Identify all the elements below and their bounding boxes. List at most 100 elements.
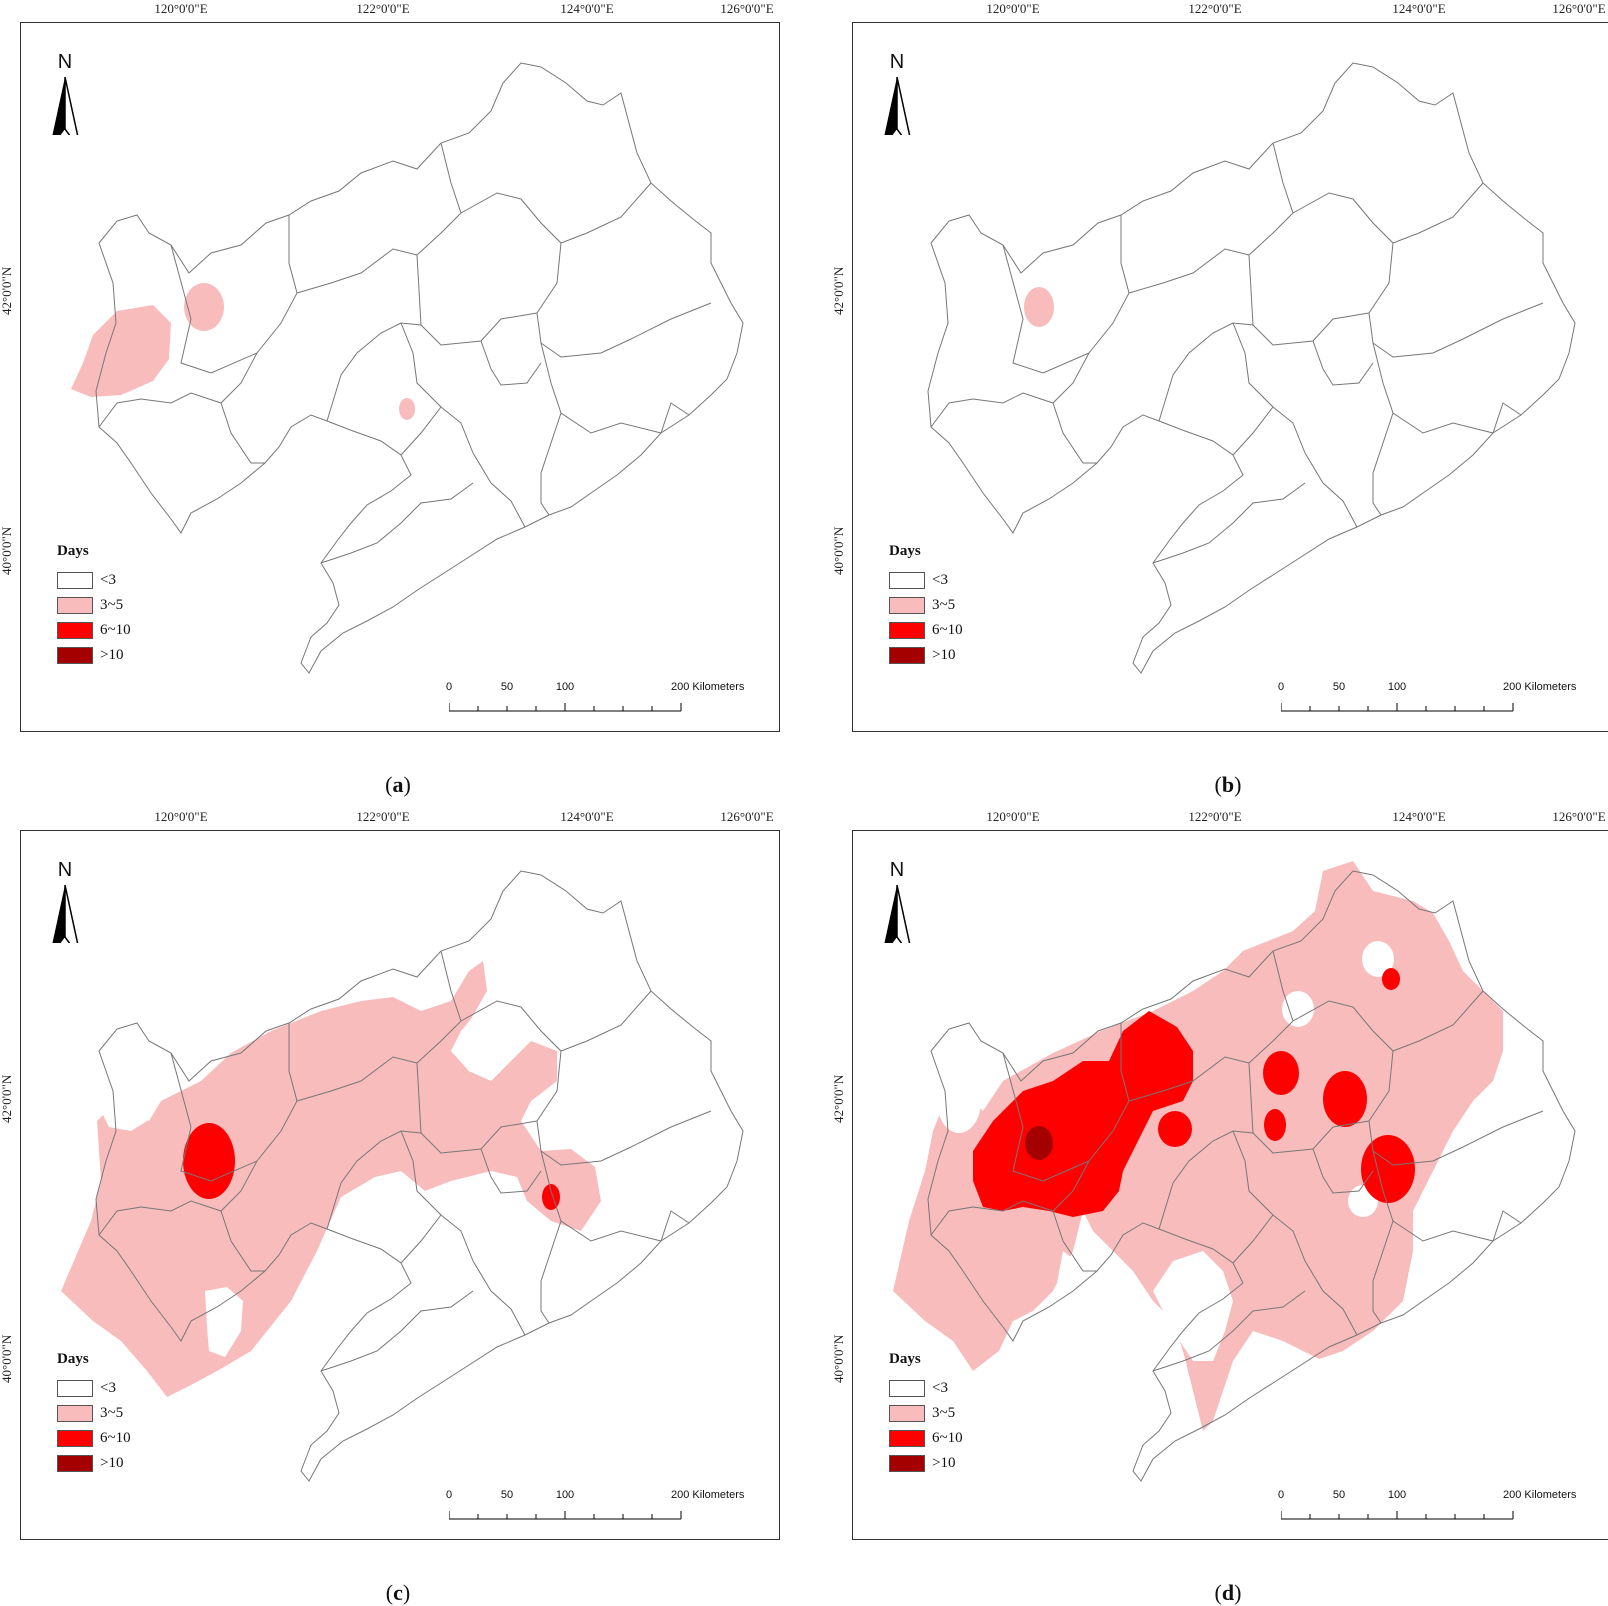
legend-label: >10 xyxy=(100,647,124,663)
legend-title: Days xyxy=(57,1351,89,1367)
longitude-label: 120°0'0"E xyxy=(154,1,208,16)
district-boundary xyxy=(400,406,442,456)
hazard-zone xyxy=(1263,1051,1299,1095)
north-letter: N xyxy=(889,859,905,881)
district-boundary xyxy=(440,950,462,1022)
longitude-label: 122°0'0"E xyxy=(1188,1,1242,16)
district-boundary xyxy=(326,1130,422,1230)
legend-item: <3 xyxy=(889,1376,1029,1401)
district-boundary xyxy=(1002,244,1090,374)
longitude-label: 126°0'0"E xyxy=(720,1,774,16)
hazard-zone xyxy=(1057,1251,1093,1305)
legend-item: >10 xyxy=(57,643,197,668)
latitude-label: 40°0'0"N xyxy=(0,1334,14,1383)
legend-swatch xyxy=(57,1455,93,1472)
scale-ruler xyxy=(449,1511,682,1520)
caption-letter: b xyxy=(1221,772,1235,797)
legend-item: 3~5 xyxy=(57,593,197,618)
scale-bar: 0 50 100 200 Kilometers xyxy=(446,681,759,721)
district-boundary xyxy=(1158,1130,1254,1230)
north-arrow-icon xyxy=(52,76,79,135)
district-boundary xyxy=(930,1160,1090,1236)
north-arrow: N xyxy=(877,859,917,943)
scale-bar: 0 50 100 200 Kilometers xyxy=(446,1489,759,1529)
caption-close: ) xyxy=(1234,1580,1242,1605)
longitude-label: 122°0'0"E xyxy=(1188,809,1242,824)
district-boundary xyxy=(480,1148,542,1194)
district-boundary xyxy=(520,182,652,244)
caption-close: ) xyxy=(403,772,411,797)
region-outline xyxy=(927,870,1576,1482)
hazard-zone xyxy=(893,861,1503,1431)
legend-swatch xyxy=(889,572,925,589)
district-boundary xyxy=(296,248,418,294)
district-boundary xyxy=(400,1130,474,1262)
scale-ruler xyxy=(449,703,682,712)
north-arrow: N xyxy=(45,51,85,135)
caption-letter: d xyxy=(1221,1580,1235,1605)
north-arrow-icon xyxy=(884,76,911,135)
district-boundary xyxy=(1372,412,1394,516)
longitude-label: 126°0'0"E xyxy=(720,809,774,824)
scale-tick-label: 100 xyxy=(1387,681,1407,693)
legend-item: 6~10 xyxy=(57,618,197,643)
panel-caption: (c) xyxy=(386,1580,410,1606)
legend-label: <3 xyxy=(932,1380,948,1396)
district-boundary xyxy=(1002,1052,1090,1182)
latitude-label: 40°0'0"N xyxy=(0,526,14,575)
hazard-layer xyxy=(893,861,1503,1431)
legend-swatch xyxy=(57,1405,93,1422)
district-boundary xyxy=(326,322,422,422)
legend-item: <3 xyxy=(57,1376,197,1401)
legend-swatch xyxy=(57,622,93,639)
district-boundary xyxy=(320,482,474,564)
legend-item: >10 xyxy=(889,1451,1029,1476)
longitude-label: 122°0'0"E xyxy=(356,1,410,16)
scale-ruler xyxy=(1281,1511,1514,1520)
district-boundary xyxy=(930,352,1090,428)
map-panel-b: 120°0'0"E 122°0'0"E 124°0'0"E 126°0'0"E … xyxy=(831,1,1608,732)
map-panel-d: 120°0'0"E 122°0'0"E 124°0'0"E 126°0'0"E … xyxy=(831,809,1608,1540)
hazard-zone xyxy=(71,305,171,397)
north-arrow-icon xyxy=(52,884,79,943)
legend: Days <3 3~5 6~10 >10 xyxy=(889,543,1029,668)
longitude-label: 124°0'0"E xyxy=(560,809,614,824)
legend-item: <3 xyxy=(889,568,1029,593)
district-boundary xyxy=(170,244,258,374)
scale-ruler xyxy=(1281,703,1514,712)
latitude-label: 42°0'0"N xyxy=(831,1074,846,1123)
legend-swatch xyxy=(889,1405,925,1422)
caption-open: ( xyxy=(385,1580,394,1605)
scale-unit-label: 200 Kilometers xyxy=(671,681,745,693)
legend-swatch xyxy=(889,1380,925,1397)
region-outline xyxy=(95,62,744,674)
north-arrow: N xyxy=(45,859,85,943)
province-boundaries xyxy=(95,870,744,1482)
province-boundaries xyxy=(927,62,1576,674)
caption-open: ( xyxy=(1214,772,1222,797)
caption-close: ) xyxy=(1234,772,1242,797)
north-arrow-icon xyxy=(884,884,911,943)
district-boundary xyxy=(1312,1148,1374,1194)
legend-label: 6~10 xyxy=(932,622,963,638)
hazard-zone xyxy=(937,1069,981,1133)
district-boundary xyxy=(440,142,462,214)
legend-label: 6~10 xyxy=(100,1430,131,1446)
caption-close: ) xyxy=(402,1580,411,1605)
latitude-label: 40°0'0"N xyxy=(831,526,846,575)
legend-label: <3 xyxy=(932,572,948,588)
district-boundary xyxy=(1372,342,1494,434)
hazard-zone xyxy=(1024,287,1054,327)
longitude-label: 120°0'0"E xyxy=(986,1,1040,16)
legend-swatch xyxy=(57,597,93,614)
legend-item: >10 xyxy=(57,1451,197,1476)
legend-label: 3~5 xyxy=(100,1405,124,1421)
district-boundary xyxy=(1052,1210,1097,1272)
hazard-zone xyxy=(205,1287,243,1357)
legend-item: 6~10 xyxy=(57,1426,197,1451)
district-boundary xyxy=(1492,1210,1522,1242)
legend: Days <3 3~5 6~10 >10 xyxy=(889,1351,1029,1476)
hazard-zone xyxy=(1264,1109,1286,1141)
district-boundary xyxy=(296,1056,418,1102)
district-boundary xyxy=(472,1260,526,1336)
